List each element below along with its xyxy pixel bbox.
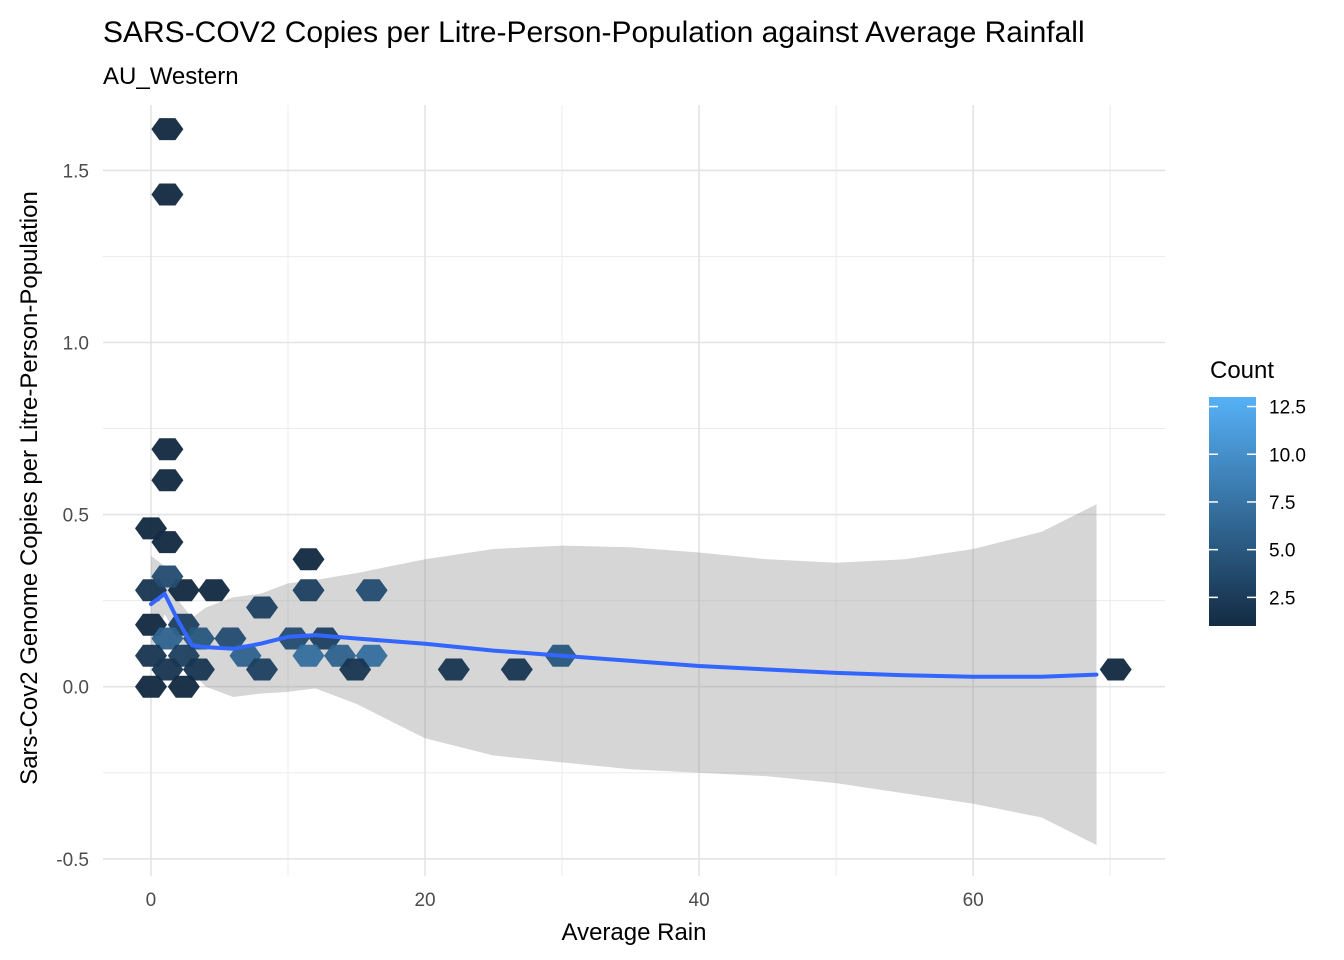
- x-tick-label: 40: [689, 890, 710, 911]
- chart-subtitle: AU_Western: [103, 63, 239, 90]
- x-tick-label: 60: [963, 890, 984, 911]
- confidence-band: [151, 504, 1097, 845]
- legend-colorbar: [1209, 397, 1256, 626]
- hexbin: [355, 579, 388, 602]
- legend: Count 2.5 5.0 7.5 10.0 12.5: [1209, 357, 1306, 626]
- x-tick-label: 0: [146, 890, 157, 911]
- y-tick-label: 0.5: [63, 506, 89, 527]
- hexbin: [151, 469, 184, 492]
- x-tick-label: 20: [414, 890, 435, 911]
- hexbin: [151, 183, 184, 206]
- hexbin: [167, 675, 200, 698]
- hexbin: [151, 531, 184, 554]
- hexbin: [246, 596, 278, 619]
- y-axis-ticks: -0.5 0.0 0.5 1.0 1.5: [56, 161, 89, 870]
- y-tick-label: 0.0: [63, 678, 89, 699]
- hexbin: [151, 565, 184, 588]
- hexbin: [246, 658, 278, 681]
- colorbar-tick-label: 7.5: [1269, 493, 1295, 514]
- x-axis-title: Average Rain: [562, 919, 707, 946]
- hexbin: [292, 548, 325, 571]
- y-tick-label: -0.5: [56, 850, 89, 871]
- hexbin: [182, 658, 215, 681]
- legend-title: Count: [1210, 357, 1274, 384]
- confidence-band-layer: [151, 504, 1097, 845]
- hexbin: [214, 627, 247, 650]
- y-tick-label: 1.5: [63, 161, 89, 182]
- colorbar-tick-label: 2.5: [1269, 588, 1295, 609]
- colorbar-tick-label: 5.0: [1269, 541, 1295, 562]
- hexbin: [500, 658, 533, 681]
- y-tick-label: 1.0: [63, 333, 89, 354]
- hexbin: [292, 579, 325, 602]
- hexbin: [151, 438, 184, 461]
- x-axis-ticks: 0 20 40 60: [146, 890, 984, 911]
- y-axis-title: Sars-Cov2 Genome Copies per Litre-Person…: [16, 191, 43, 785]
- hexbin: [309, 627, 341, 650]
- hexbin-layer: [135, 118, 1132, 698]
- grid: [103, 105, 1165, 876]
- hexbin: [151, 658, 184, 681]
- hexbin: [151, 118, 184, 141]
- smooth-line: [149, 591, 1099, 679]
- hexbin: [292, 644, 325, 667]
- chart-title: SARS-COV2 Copies per Litre-Person-Popula…: [103, 16, 1085, 49]
- hexbin: [151, 627, 184, 650]
- smooth-line-layer: [149, 591, 1099, 679]
- hexbin: [1099, 658, 1132, 681]
- colorbar-tick-label: 10.0: [1269, 445, 1306, 466]
- hexbin: [135, 675, 167, 698]
- hexbin: [437, 658, 470, 681]
- hexbin: [277, 627, 310, 650]
- hexbin: [198, 579, 230, 602]
- colorbar-tick-label: 12.5: [1269, 398, 1306, 419]
- hexbin: [339, 658, 372, 681]
